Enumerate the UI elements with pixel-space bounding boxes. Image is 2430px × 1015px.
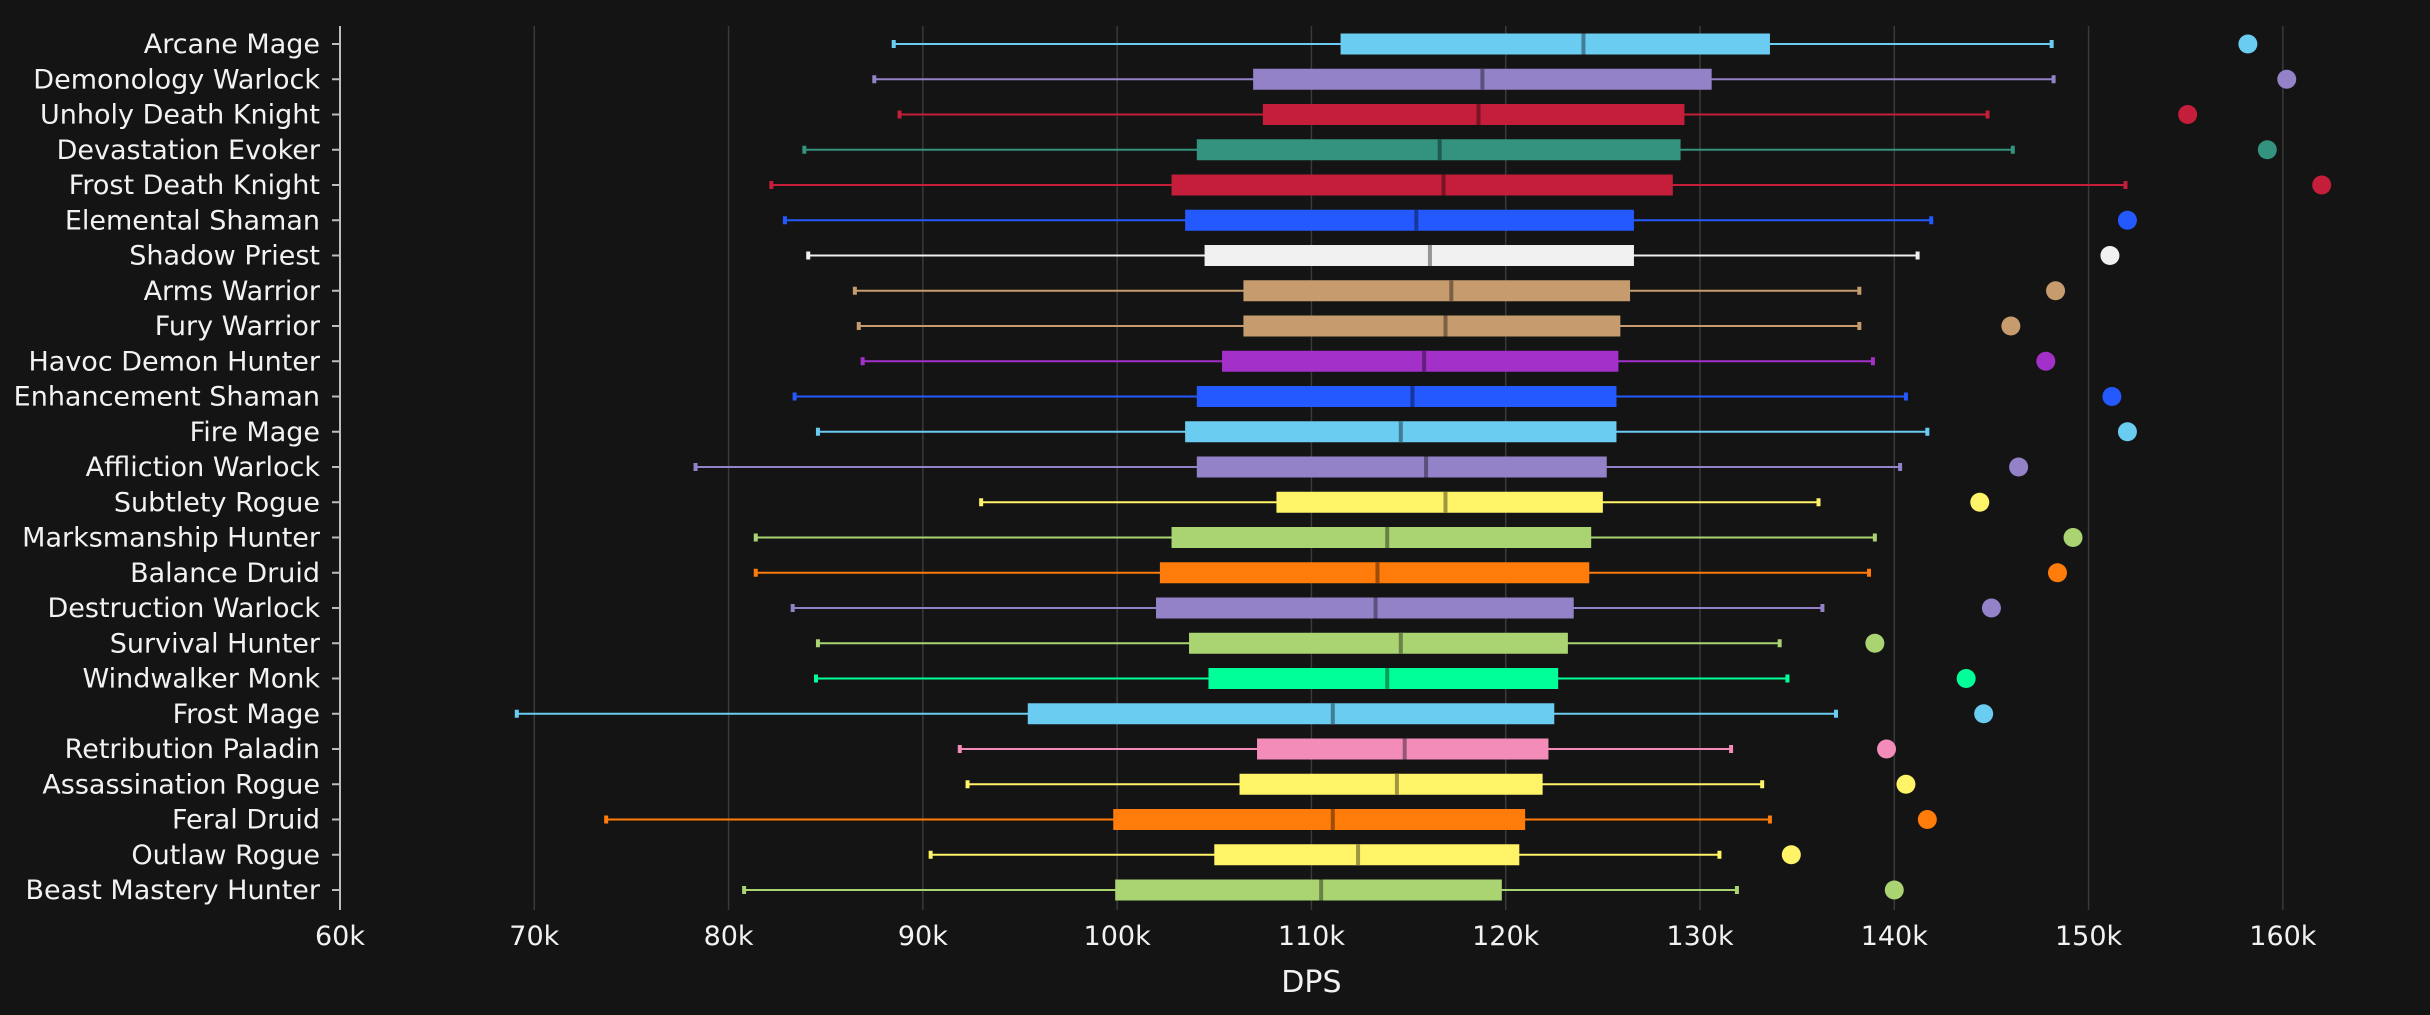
max-point-marker [2100, 246, 2120, 265]
box [1171, 527, 1592, 548]
box [1214, 844, 1520, 866]
max-point-marker [2312, 175, 2332, 195]
box [1208, 668, 1559, 689]
box [1196, 386, 1617, 407]
box [1204, 245, 1634, 266]
max-point-marker [1917, 810, 1937, 829]
max-point-marker [1896, 774, 1916, 794]
max-point-marker [2117, 422, 2137, 442]
x-tick-label: 120k [1472, 921, 1540, 952]
box [1156, 597, 1574, 619]
box [1027, 703, 1555, 725]
category-label: Unholy Death Knight [40, 100, 320, 131]
box [1239, 773, 1543, 795]
category-label: Destruction Warlock [47, 593, 320, 624]
box [1189, 632, 1568, 654]
max-point-marker [1781, 845, 1801, 865]
x-tick-label: 90k [898, 921, 948, 952]
max-point-marker [1884, 880, 1904, 900]
category-label: Fire Mage [190, 417, 320, 448]
max-point-marker [2063, 528, 2083, 547]
category-label: Subtlety Rogue [114, 487, 320, 518]
category-label: Affliction Warlock [86, 452, 321, 483]
box [1185, 209, 1634, 231]
box [1222, 350, 1619, 372]
max-point-marker [2277, 69, 2297, 89]
category-label: Marksmanship Hunter [22, 523, 321, 554]
category-label: Retribution Paladin [65, 734, 320, 765]
box [1171, 174, 1673, 196]
max-point-marker [2257, 140, 2277, 160]
category-label: Windwalker Monk [82, 664, 320, 695]
max-point-marker [1981, 598, 2001, 618]
category-label: Arcane Mage [144, 29, 320, 60]
max-point-marker [1877, 739, 1897, 759]
category-label: Elemental Shaman [65, 205, 320, 236]
box [1115, 879, 1502, 901]
x-axis-title: DPS [1281, 965, 1341, 1000]
category-label: Arms Warrior [144, 276, 321, 307]
max-point-marker [1974, 704, 1994, 724]
category-label: Frost Death Knight [69, 170, 320, 201]
max-point-marker [2036, 351, 2056, 371]
max-point-marker [2046, 281, 2066, 301]
x-tick-label: 110k [1278, 921, 1346, 952]
x-tick-label: 70k [509, 921, 559, 952]
box [1340, 33, 1770, 55]
category-label: Havoc Demon Hunter [28, 346, 320, 377]
x-tick-label: 80k [704, 921, 754, 952]
category-label: Frost Mage [173, 699, 320, 730]
x-tick-label: 130k [1666, 921, 1734, 952]
category-label: Demonology Warlock [33, 64, 320, 95]
x-tick-label: 160k [2249, 921, 2317, 952]
x-tick-label: 150k [2055, 921, 2123, 952]
max-point-marker [2238, 34, 2258, 54]
box [1276, 491, 1603, 513]
category-label: Fury Warrior [155, 311, 321, 342]
max-point-marker [2001, 316, 2021, 336]
category-label: Assassination Rogue [42, 769, 320, 800]
category-label: Shadow Priest [129, 241, 320, 272]
x-tick-label: 140k [1861, 921, 1929, 952]
max-point-marker [1865, 633, 1885, 653]
max-point-marker [2117, 210, 2137, 230]
box [1196, 456, 1607, 478]
max-point-marker [2178, 105, 2198, 124]
x-tick-label: 60k [315, 921, 365, 952]
category-label: Enhancement Shaman [14, 382, 320, 413]
box [1243, 315, 1621, 337]
max-point-marker [1970, 492, 1990, 512]
category-label: Beast Mastery Hunter [25, 875, 320, 906]
category-label: Balance Druid [130, 558, 320, 589]
max-point-marker [2009, 457, 2029, 477]
box [1243, 280, 1631, 302]
category-label: Feral Druid [172, 805, 320, 836]
max-point-marker [1956, 669, 1976, 688]
category-label: Devastation Evoker [57, 135, 321, 166]
category-label: Survival Hunter [110, 628, 321, 659]
box [1159, 562, 1590, 584]
category-label: Outlaw Rogue [131, 840, 320, 871]
box [1113, 809, 1526, 830]
max-point-marker [2102, 387, 2122, 406]
box [1262, 104, 1685, 125]
max-point-marker [2047, 563, 2067, 583]
x-tick-label: 100k [1084, 921, 1152, 952]
